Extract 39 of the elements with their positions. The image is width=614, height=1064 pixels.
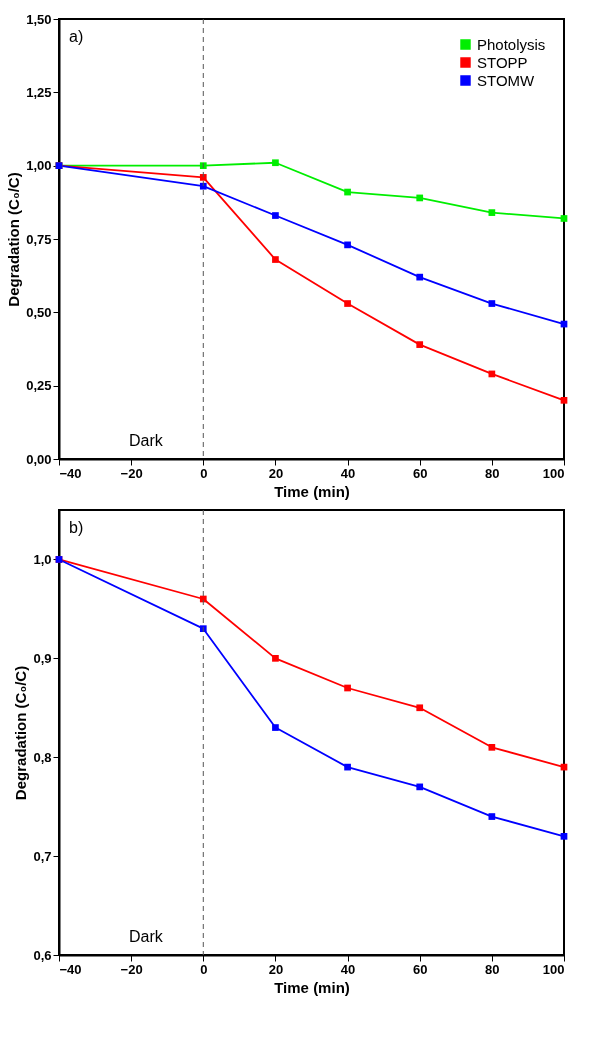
y-tick-label: 0,7 (33, 848, 52, 864)
y-axis-title: Degradation (C₀/C) (12, 665, 30, 801)
x-tick-label: 60 (412, 961, 428, 977)
x-tick-label: 100 (542, 465, 565, 481)
legend-label: Photolysis (477, 35, 546, 53)
x-tick-label: 40 (340, 961, 356, 977)
y-tick-label: 1,25 (26, 84, 52, 100)
y-tick-label: 0,8 (33, 749, 52, 765)
y-tick-label: 0,50 (26, 304, 52, 320)
y-tick-label: 1,00 (26, 158, 52, 174)
x-tick-label: 100 (542, 961, 565, 977)
x-tick-label: 0 (200, 961, 208, 977)
x-tick-label: −20 (120, 961, 143, 977)
y-tick-label: 0,25 (26, 378, 52, 394)
x-tick-label: 80 (485, 465, 500, 481)
annotation: a) (69, 28, 84, 45)
y-tick-label: 1,0 (33, 551, 52, 567)
annotation: b) (69, 519, 84, 536)
y-tick-label: 0,00 (26, 451, 52, 467)
annotation: Dark (129, 432, 164, 449)
y-tick-label: 0,75 (26, 231, 52, 247)
x-tick-label: −40 (59, 961, 82, 977)
legend-label: STOPP (477, 53, 528, 71)
y-tick-label: 0,9 (33, 650, 52, 666)
x-axis-title: Time (min) (274, 978, 350, 996)
x-tick-label: 80 (485, 961, 500, 977)
y-tick-label: 1,50 (26, 11, 52, 27)
y-axis-title: Degradation (C₀/C) (5, 172, 23, 307)
annotation: Dark (129, 928, 164, 945)
x-tick-label: 60 (412, 465, 428, 481)
x-tick-label: 20 (268, 961, 284, 977)
x-tick-label: −20 (120, 465, 143, 481)
legend-label: STOMW (477, 71, 536, 89)
x-tick-label: 20 (268, 465, 284, 481)
x-tick-label: −40 (59, 465, 82, 481)
x-tick-label: 40 (340, 465, 356, 481)
y-tick-label: 0,6 (33, 947, 52, 963)
x-axis-title: Time (min) (274, 482, 350, 500)
x-tick-label: 0 (200, 465, 208, 481)
